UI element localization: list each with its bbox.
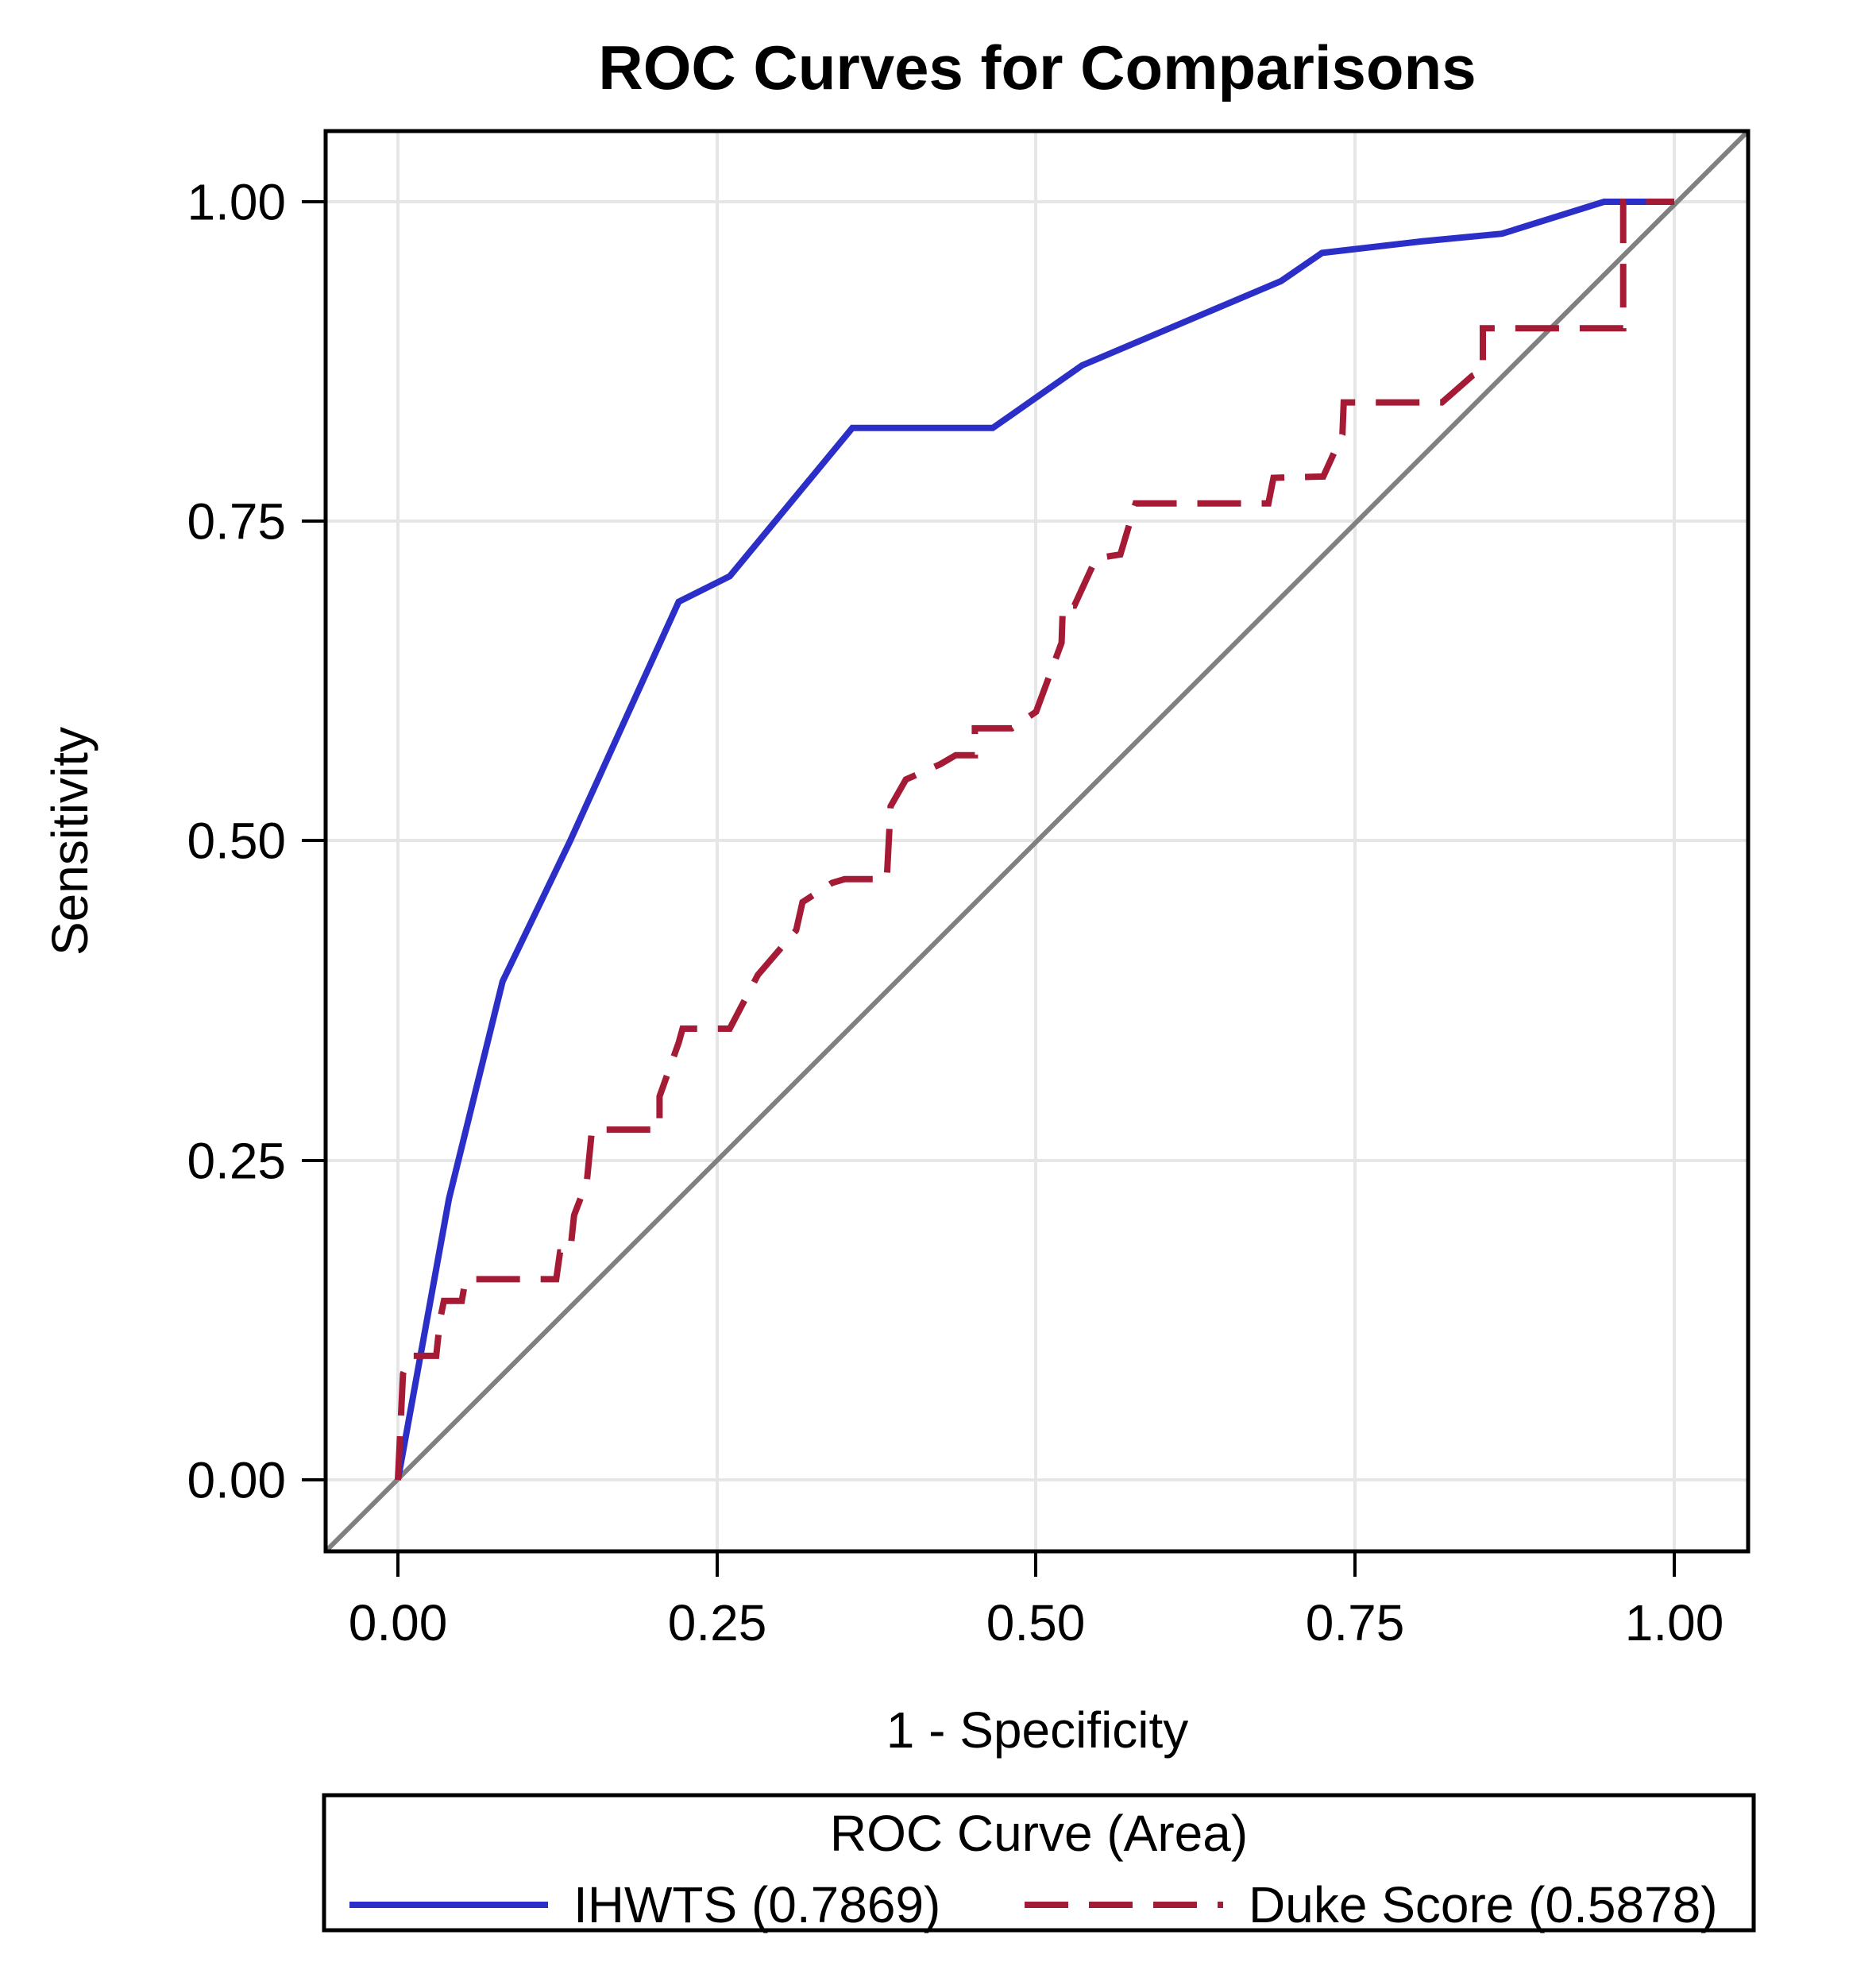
y-tick-labels: 1.00 0.75 0.50 0.25 0.00 bbox=[187, 173, 286, 1508]
x-tick-label-025: 0.25 bbox=[668, 1594, 767, 1651]
y-tick-label-000: 0.00 bbox=[187, 1451, 286, 1508]
roc-curves-group bbox=[395, 199, 1674, 1481]
legend-label-duke-score: Duke Score (0.5878) bbox=[1249, 1876, 1718, 1933]
x-tick-label-000: 0.00 bbox=[349, 1594, 448, 1651]
x-tick-labels: 0.00 0.25 0.50 0.75 1.00 bbox=[349, 1594, 1724, 1651]
legend: ROC Curve (Area) IHWTS (0.7869) Duke Sco… bbox=[322, 1793, 1756, 1933]
roc-curve-ihwts bbox=[395, 199, 1674, 1481]
x-axis-title: 1 - Specificity bbox=[886, 1701, 1189, 1759]
x-tick-label-050: 0.50 bbox=[986, 1594, 1086, 1651]
y-tick-label-075: 0.75 bbox=[187, 492, 286, 550]
y-tick-label-025: 0.25 bbox=[187, 1132, 286, 1189]
y-tick-label-050: 0.50 bbox=[187, 812, 286, 869]
y-axis-title: Sensitivity bbox=[41, 727, 98, 956]
diagonal-reference-line bbox=[323, 129, 1751, 1554]
x-tick-label-100: 1.00 bbox=[1625, 1594, 1724, 1651]
gridlines bbox=[326, 131, 1748, 1551]
legend-label-ihwts: IHWTS (0.7869) bbox=[573, 1876, 940, 1933]
axis-ticks bbox=[302, 200, 1676, 1577]
x-tick-label-075: 0.75 bbox=[1306, 1594, 1405, 1651]
y-tick-label-100: 1.00 bbox=[187, 173, 286, 230]
roc-curve-duke-score bbox=[395, 199, 1674, 1481]
chart-title: ROC Curves for Comparisons bbox=[598, 33, 1476, 102]
legend-title: ROC Curve (Area) bbox=[830, 1805, 1248, 1862]
